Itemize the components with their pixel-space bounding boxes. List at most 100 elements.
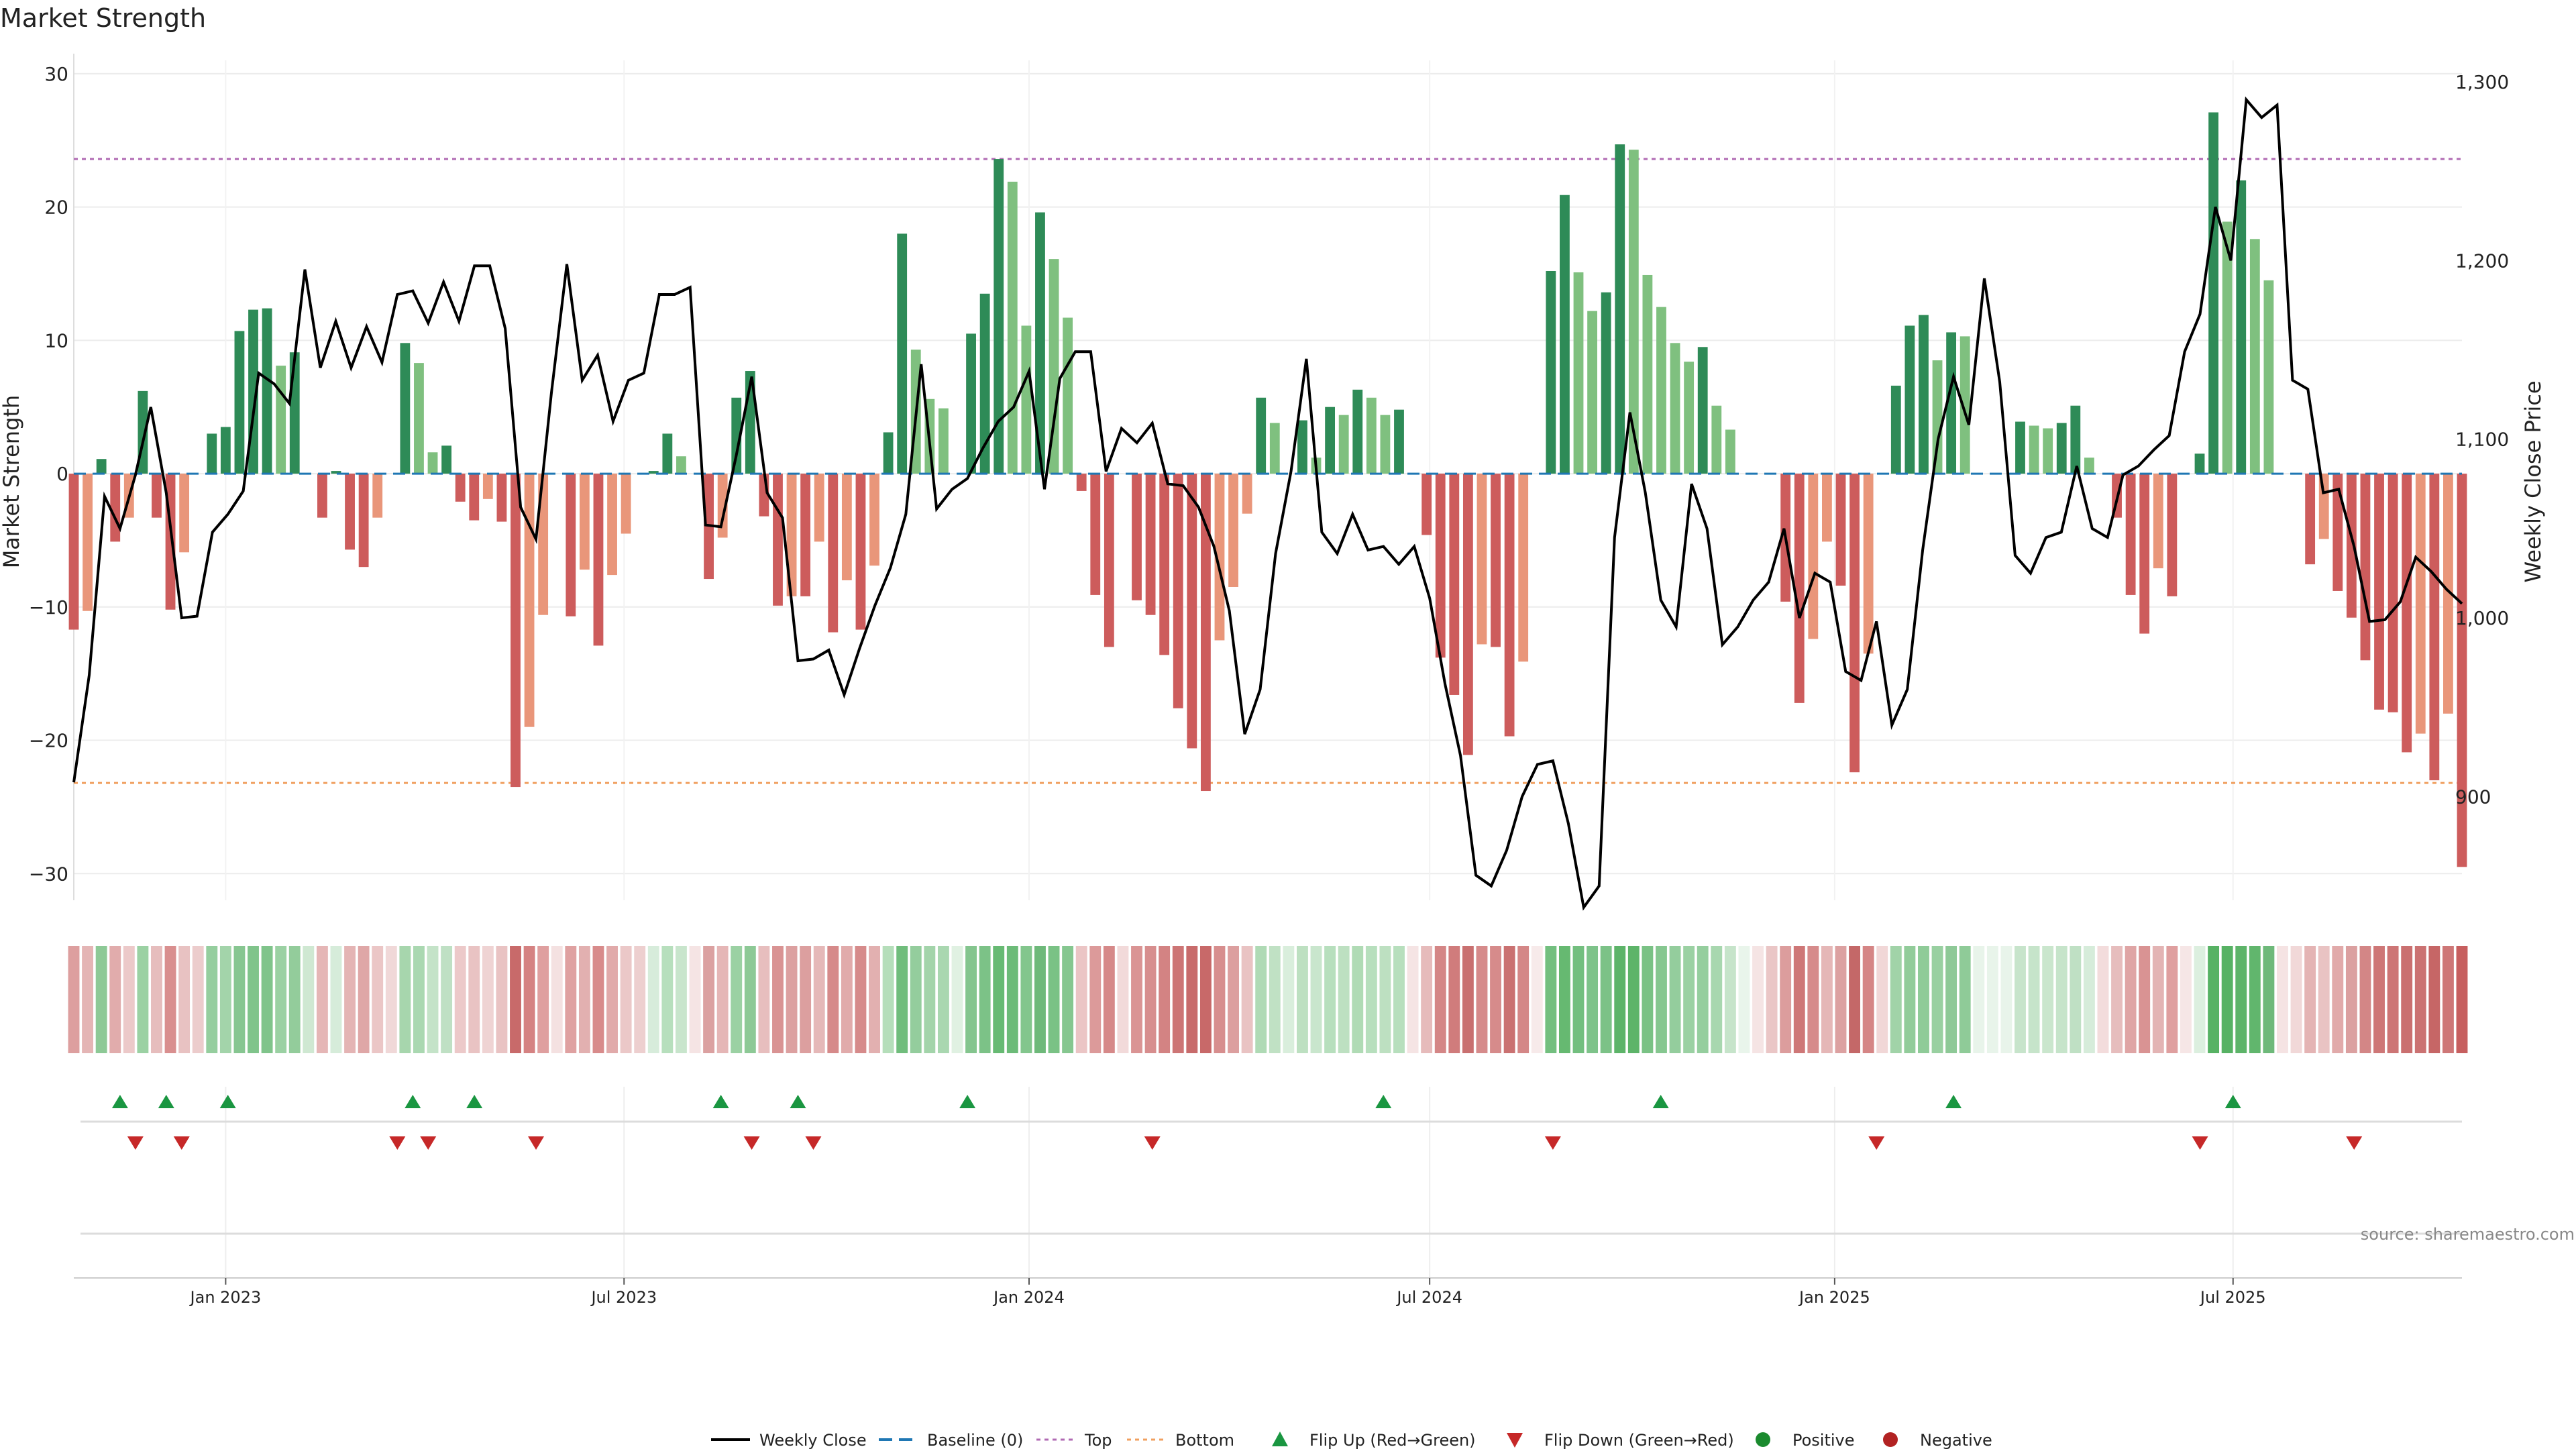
heat-cell bbox=[2373, 946, 2385, 1053]
heat-cell bbox=[1034, 946, 1046, 1053]
legend-label: Negative bbox=[1920, 1431, 1992, 1449]
strength-bar bbox=[2374, 474, 2384, 710]
strength-bar bbox=[1822, 474, 1832, 542]
strength-bar bbox=[1491, 474, 1501, 647]
flip-down-marker bbox=[389, 1136, 406, 1150]
heat-cell bbox=[482, 946, 494, 1053]
flip-up-marker bbox=[1945, 1095, 1962, 1108]
heat-cell bbox=[1379, 946, 1391, 1053]
heat-cell bbox=[68, 946, 80, 1053]
heat-cell bbox=[95, 946, 107, 1053]
strength-bar bbox=[1904, 325, 1915, 474]
y-tick-label: 10 bbox=[44, 329, 68, 352]
heat-cell bbox=[951, 946, 963, 1053]
strength-bar bbox=[1242, 474, 1252, 514]
x-tick-label: Jul 2025 bbox=[2199, 1288, 2266, 1307]
strength-bar bbox=[1352, 389, 1363, 474]
strength-bar bbox=[441, 445, 452, 474]
flip-up-marker bbox=[466, 1095, 483, 1108]
heat-cell bbox=[1600, 946, 1612, 1053]
strength-bar bbox=[1670, 343, 1680, 474]
strength-bar bbox=[621, 474, 631, 534]
flip-markers-panel bbox=[74, 1087, 2462, 1279]
heat-cell bbox=[206, 946, 218, 1053]
strength-bar bbox=[179, 474, 190, 553]
heat-cell bbox=[288, 946, 301, 1053]
heat-cell bbox=[123, 946, 135, 1053]
heat-cell bbox=[1338, 946, 1350, 1053]
heat-cell bbox=[1089, 946, 1102, 1053]
strength-bar bbox=[1960, 336, 1970, 474]
flip-down-marker bbox=[1868, 1136, 1885, 1150]
heat-cell bbox=[1931, 946, 1943, 1053]
flip-down-marker bbox=[2346, 1136, 2363, 1150]
strength-bar bbox=[414, 363, 424, 474]
heat-cell bbox=[1531, 946, 1543, 1053]
legend-label: Baseline (0) bbox=[927, 1431, 1023, 1449]
heat-cell bbox=[2180, 946, 2192, 1053]
flip-up-marker bbox=[219, 1095, 236, 1108]
heat-cell bbox=[330, 946, 342, 1053]
strength-bar bbox=[2029, 425, 2039, 474]
heat-cell bbox=[1614, 946, 1626, 1053]
strength-bar bbox=[152, 474, 162, 518]
heat-cell bbox=[1255, 946, 1267, 1053]
strength-bar bbox=[2015, 421, 2025, 474]
strength-bar bbox=[1049, 259, 1059, 474]
strength-bar bbox=[317, 474, 327, 518]
heat-cell bbox=[2290, 946, 2302, 1053]
strength-bar bbox=[2194, 453, 2205, 474]
legend-label: Positive bbox=[1792, 1431, 1855, 1449]
strength-bar bbox=[96, 459, 107, 474]
x-axis-ticks: Jan 2023 Jul 2023 Jan 2024 Jul 2024 Jan 2025… bbox=[189, 1278, 2266, 1307]
heat-cell bbox=[869, 946, 880, 1053]
heat-cell bbox=[1131, 946, 1142, 1053]
legend-swatch bbox=[1756, 1432, 1770, 1447]
heat-cell bbox=[303, 946, 315, 1053]
flip-up-marker bbox=[111, 1095, 128, 1108]
heat-cell bbox=[1835, 946, 1847, 1053]
legend-label: Bottom bbox=[1175, 1431, 1234, 1449]
legend-swatch bbox=[1883, 1432, 1898, 1447]
strength-bar bbox=[2153, 474, 2163, 569]
strength-bar bbox=[2125, 474, 2136, 595]
heat-cell bbox=[358, 946, 370, 1053]
heat-cell bbox=[1807, 946, 1819, 1053]
strength-bar bbox=[1711, 405, 1722, 474]
heat-cell bbox=[606, 946, 618, 1053]
x-tick-label: Jul 2023 bbox=[590, 1288, 657, 1307]
heat-cell bbox=[786, 946, 798, 1053]
heat-cell bbox=[1849, 946, 1861, 1053]
heat-cell bbox=[1365, 946, 1377, 1053]
strength-bar bbox=[234, 331, 245, 474]
heat-cell bbox=[2263, 946, 2275, 1053]
strength-bar bbox=[1435, 474, 1446, 658]
strength-bar bbox=[1684, 362, 1695, 474]
heat-cell bbox=[2015, 946, 2026, 1053]
strength-bar bbox=[2332, 474, 2343, 591]
strength-bar bbox=[372, 474, 383, 518]
heat-cell bbox=[1918, 946, 1929, 1053]
strength-bar bbox=[593, 474, 604, 646]
heat-cell bbox=[2401, 946, 2413, 1053]
x-tick-label: Jan 2024 bbox=[992, 1288, 1065, 1307]
heat-cell bbox=[1310, 946, 1322, 1053]
heat-cell bbox=[1627, 946, 1640, 1053]
flip-down-marker bbox=[420, 1136, 437, 1150]
strength-bar bbox=[800, 474, 811, 596]
legend-swatch bbox=[1272, 1432, 1288, 1446]
strength-bar bbox=[496, 474, 507, 522]
strength-bar bbox=[262, 308, 272, 474]
heat-cell bbox=[2456, 946, 2468, 1053]
strength-bar bbox=[1256, 397, 1267, 474]
heat-cell bbox=[261, 946, 273, 1053]
heat-cell bbox=[1821, 946, 1833, 1053]
strength-bar bbox=[814, 474, 824, 542]
heat-cell bbox=[1752, 946, 1764, 1053]
heat-cell bbox=[813, 946, 825, 1053]
strength-bar bbox=[2236, 180, 2247, 474]
heat-cell bbox=[1572, 946, 1585, 1053]
strength-bar bbox=[1394, 409, 1404, 474]
strength-bar bbox=[2415, 474, 2426, 734]
strength-bar bbox=[1214, 474, 1225, 641]
